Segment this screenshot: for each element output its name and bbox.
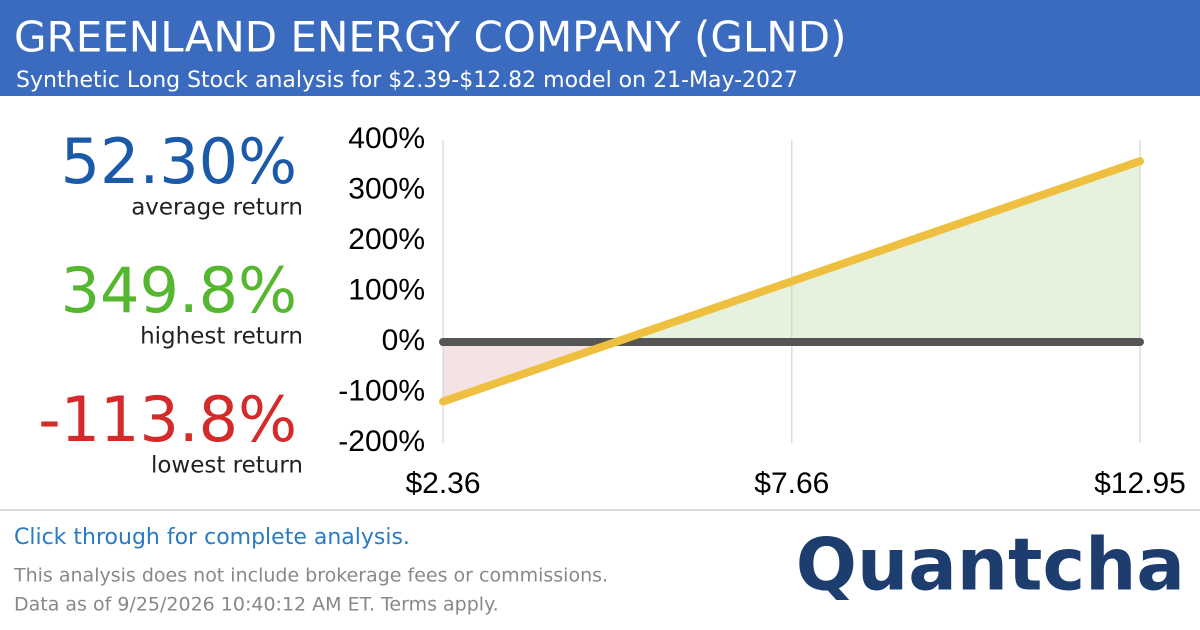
y-tick-label: -200% (338, 425, 425, 458)
logo[interactable]: Quantcha (796, 523, 1185, 607)
stat-label: lowest return (151, 453, 303, 479)
y-tick-label: 0% (382, 324, 425, 357)
y-tick-label: -100% (338, 374, 425, 407)
header-band (0, 0, 1200, 96)
x-tick-label: $12.95 (1094, 467, 1186, 500)
y-tick-label: 400% (348, 122, 425, 155)
stat-value: 52.30% (61, 125, 297, 198)
stat-value: 349.8% (61, 254, 297, 327)
payoff-line (439, 157, 1144, 406)
disclaimer: This analysis does not include brokerage… (13, 565, 608, 587)
x-tick-label: $2.36 (405, 467, 480, 500)
subtitle: Synthetic Long Stock analysis for $2.39-… (16, 68, 798, 93)
plot: $2.36 $7.66 $12.95 -200% -100% 0% 100% 200% 300%… (338, 122, 1186, 500)
y-tick-label: 300% (348, 172, 425, 205)
timestamp: Data as of 9/25/2026 10:40:12 AM ET. Ter… (14, 594, 499, 616)
stat-value: -113.8% (38, 383, 297, 456)
title: GREENLAND ENERGY COMPANY (GLND) (14, 13, 846, 62)
cta-link[interactable]: Click through for complete analysis. (14, 525, 410, 550)
y-tick-label: 100% (348, 273, 425, 306)
stat-label: average return (131, 195, 303, 221)
stat-label: highest return (140, 324, 303, 350)
y-tick-label: 200% (348, 223, 425, 256)
x-tick-label: $7.66 (754, 467, 829, 500)
